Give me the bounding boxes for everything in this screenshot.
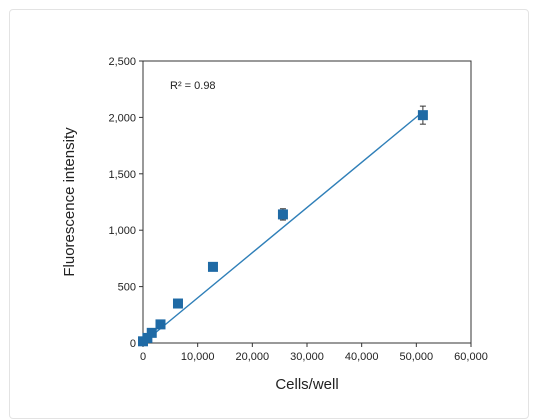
fit-line: [142, 111, 424, 344]
plot-frame: [142, 60, 472, 344]
data-point: [207, 261, 218, 272]
x-tick-label: 40,000: [345, 351, 379, 363]
data-point: [172, 298, 183, 309]
y-tick-label: 2,000: [108, 112, 136, 124]
y-axis-title: Fluorescence intensity: [61, 127, 78, 277]
chart-card: [9, 9, 529, 419]
x-tick-label: 0: [140, 351, 146, 363]
data-point: [142, 332, 153, 343]
x-tick-label: 50,000: [400, 351, 434, 363]
y-tick-label: 1,500: [108, 169, 136, 181]
axes: 0 500 1,000 1,500 2,000 2,500 0 10,000 20,000 30,…: [108, 56, 487, 363]
x-tick-label: 10,000: [181, 351, 215, 363]
y-tick-label: 1,000: [108, 225, 136, 237]
y-tick-label: 0: [130, 338, 136, 350]
data-points: [138, 105, 428, 347]
fit-line-group: [142, 111, 424, 344]
data-point: [417, 110, 428, 121]
data-point: [155, 319, 166, 330]
data-point: [146, 327, 157, 338]
x-axis-title: Cells/well: [275, 376, 338, 393]
x-tick-label: 30,000: [290, 351, 324, 363]
x-tick-label: 20,000: [236, 351, 270, 363]
r-squared-annotation: R² = 0.98: [170, 80, 216, 92]
y-tick-label: 2,500: [108, 56, 136, 68]
data-point: [277, 209, 288, 220]
x-tick-label: 60,000: [454, 351, 488, 363]
y-tick-label: 500: [118, 282, 136, 294]
